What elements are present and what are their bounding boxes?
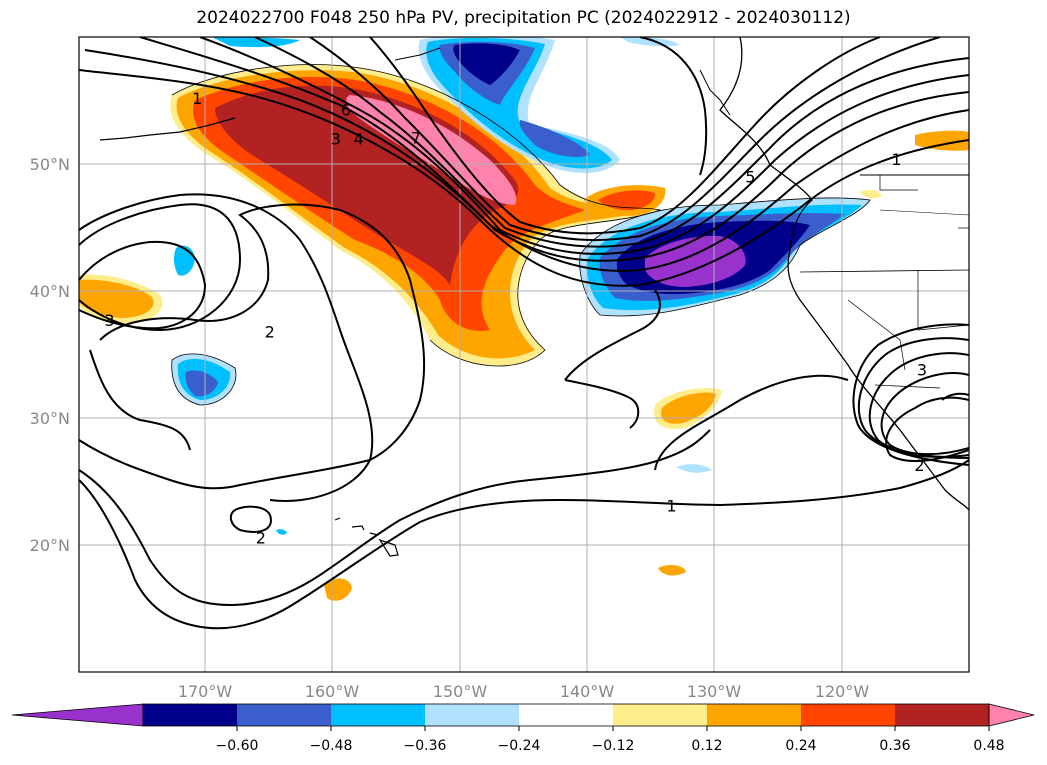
precip-negative-gulf [212, 37, 680, 173]
colorbar-segment [519, 704, 614, 726]
lon-tick-150w: 150°W [433, 682, 488, 701]
lat-tick-20n: 20°N [30, 536, 70, 555]
colorbar-segment [895, 704, 990, 726]
colorbar-tick-label: −0.24 [498, 738, 541, 754]
contour-label: 3 [917, 361, 927, 380]
colorbar-extend-max [988, 703, 1035, 727]
colorbar-segment [143, 704, 238, 726]
colorbar-tick-label: −0.36 [404, 738, 447, 754]
map-title: 2024022700 F048 250 hPa PV, precipitatio… [196, 8, 851, 28]
colorbar-tick-label: 0.36 [879, 738, 910, 754]
contour-label: 1 [666, 497, 676, 516]
lat-tick-40n: 40°N [30, 282, 70, 301]
contour-label: 1 [891, 150, 901, 169]
colorbar: −0.60 −0.48 −0.36 −0.24 −0.12 0.12 0.24 0.36 0.4… [11, 703, 1035, 754]
precip-outlines [171, 64, 871, 406]
lon-tick-labels: 170°W 160°W 150°W 140°W 130°W 120°W [178, 682, 870, 701]
colorbar-segment [425, 704, 520, 726]
lon-tick-140w: 140°W [560, 682, 615, 701]
contour-label: 3 [104, 311, 114, 330]
colorbar-frame [142, 703, 990, 727]
contour-label: 1 [192, 89, 202, 108]
contour-label: 4 [354, 130, 364, 149]
contour-label: 2 [265, 323, 275, 342]
pv-contours [79, 37, 969, 630]
contour-label: 7 [411, 128, 421, 147]
lat-tick-30n: 30°N [30, 409, 70, 428]
colorbar-tick-label: 0.48 [973, 738, 1004, 754]
colorbar-tick-label: 0.24 [785, 738, 816, 754]
lon-tick-120w: 120°W [815, 682, 870, 701]
lon-tick-160w: 160°W [305, 682, 360, 701]
graticule [79, 37, 969, 672]
contour-label: 5 [745, 168, 755, 187]
contour-label: 2 [256, 528, 266, 547]
lon-tick-170w: 170°W [178, 682, 233, 701]
precip-small-cells [79, 130, 969, 601]
colorbar-segment [707, 704, 802, 726]
colorbar-tick-label: −0.48 [310, 738, 353, 754]
contour-label: 3 [331, 130, 341, 149]
lon-tick-130w: 130°W [687, 682, 742, 701]
lat-tick-labels: 50°N 40°N 30°N 20°N [30, 155, 70, 555]
colorbar-tick-label: −0.60 [216, 738, 259, 754]
contour-label: 2 [914, 456, 924, 475]
colorbar-tick-label: −0.12 [592, 738, 635, 754]
lat-tick-50n: 50°N [30, 155, 70, 174]
colorbar-segment [331, 704, 426, 726]
colorbar-segment [801, 704, 896, 726]
colorbar-extend-min [11, 703, 144, 727]
colorbar-segment [613, 704, 708, 726]
colorbar-segment [237, 704, 332, 726]
colorbar-tick-label: 0.12 [691, 738, 722, 754]
map-frame [78, 36, 970, 673]
contour-label: 6 [341, 100, 351, 119]
